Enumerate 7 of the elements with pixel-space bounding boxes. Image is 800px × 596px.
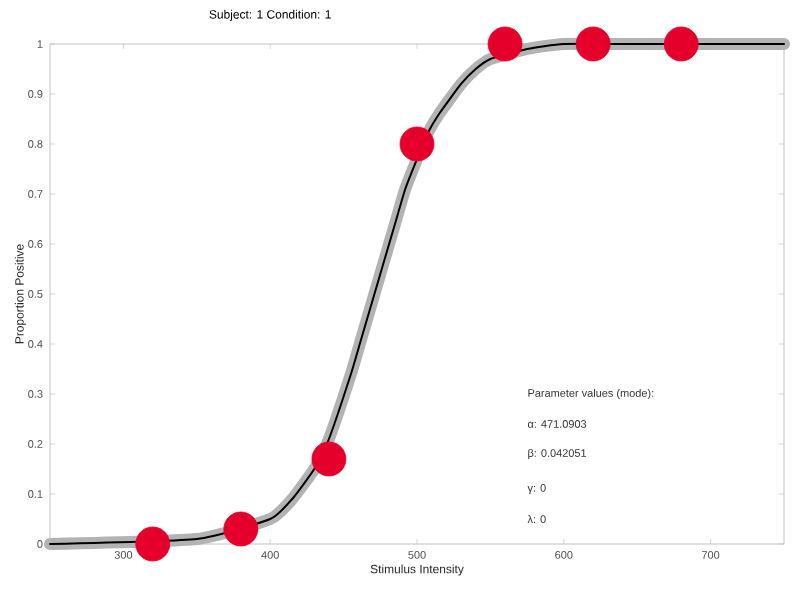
point: [487, 26, 523, 62]
point: [223, 511, 259, 547]
point: [663, 26, 699, 62]
point: [311, 441, 347, 477]
point: [399, 126, 435, 162]
point: [135, 526, 171, 562]
point: [575, 26, 611, 62]
